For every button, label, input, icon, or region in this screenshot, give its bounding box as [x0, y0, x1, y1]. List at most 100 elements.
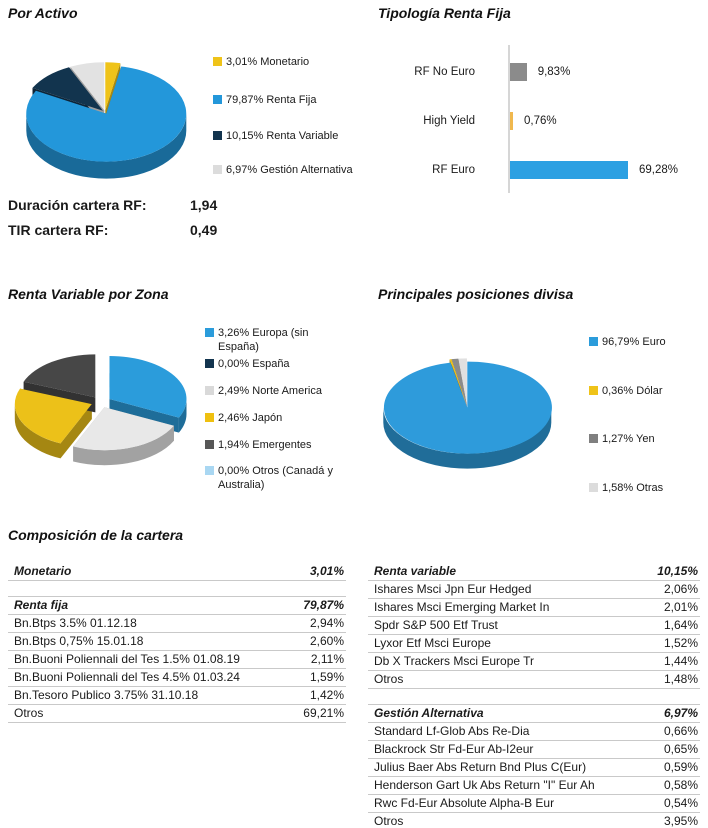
legend-color-marker [589, 337, 598, 346]
position-name: Otros [14, 706, 44, 720]
position-name: Spdr S&P 500 Etf Trust [374, 618, 498, 632]
table-row: Standard Lf-Glob Abs Re-Dia 0,66% [368, 723, 700, 741]
position-percent: 0,54% [663, 796, 698, 810]
legend-color-marker [205, 359, 214, 368]
position-percent: 3,01% [309, 564, 344, 578]
table-row: Bn.Buoni Poliennali del Tes 1.5% 01.08.1… [8, 651, 346, 669]
pie-slice [73, 407, 174, 451]
tipologia-title: Tipología Renta Fija [378, 5, 511, 21]
bar-chart-axis [508, 45, 510, 193]
table-row: Otros 3,95% [368, 813, 700, 828]
table-row: Ishares Msci Emerging Market In 2,01% [368, 599, 700, 617]
position-name: Otros [374, 672, 404, 686]
position-name: Monetario [14, 564, 72, 578]
legend-color-marker [205, 386, 214, 395]
bar-value-label: 9,83% [537, 66, 571, 78]
pie-slice [14, 388, 92, 444]
legend-color-marker [213, 131, 222, 140]
composition-table-right: Renta variable 10,15% Ishares Msci Jpn Eur… [368, 563, 700, 828]
pie-slice [105, 62, 121, 111]
position-name: Otros [374, 814, 404, 828]
legend-label: 0,36% Dólar [602, 385, 663, 397]
legend-item: 0,36% Dólar [589, 384, 708, 398]
table-row: Bn.Btps 0,75% 15.01.18 2,60% [8, 633, 346, 651]
pie-slice [73, 425, 174, 466]
legend-label: 3,26% Europa (sin España) [218, 327, 309, 353]
pie-slice [458, 358, 467, 405]
legend-color-marker [205, 328, 214, 337]
legend-item: 96,79% Euro [589, 335, 708, 349]
table-section-header-row: Renta fija 79,87% [8, 597, 346, 615]
divisa-title: Principales posiciones divisa [378, 286, 574, 302]
position-name: Standard Lf-Glob Abs Re-Dia [374, 724, 530, 738]
stat-duracion-cartera-rf: Duración cartera RF: 1,94 [8, 197, 328, 213]
position-name: Henderson Gart Uk Abs Return "I" Eur Ah [374, 778, 595, 792]
legend-item: 6,97% Gestión Alternativa [213, 163, 368, 177]
position-name: Bn.Btps 3.5% 01.12.18 [14, 616, 137, 630]
legend-item: 1,94% Emergentes [205, 438, 360, 452]
table-section-header-row: Gestión Alternativa 6,97% [368, 705, 700, 723]
table-section-spacer [368, 689, 700, 705]
stat-value: 1,94 [190, 197, 218, 213]
bar-value-label: 69,28% [639, 164, 679, 176]
bar [510, 161, 628, 179]
position-percent: 1,42% [309, 688, 344, 702]
position-percent: 69,21% [303, 706, 344, 720]
bar-category-label: High Yield [423, 115, 475, 127]
zona-title: Renta Variable por Zona [8, 286, 169, 302]
position-name: Rwc Fd-Eur Absolute Alpha-B Eur [374, 796, 555, 810]
legend-item: 2,46% Japón [205, 411, 360, 425]
legend-label: 2,49% Norte America [218, 385, 322, 397]
position-name: Renta variable [374, 564, 457, 578]
position-name: Ishares Msci Jpn Eur Hedged [374, 582, 532, 596]
stat-label: TIR cartera RF: [8, 222, 109, 238]
legend-color-marker [589, 386, 598, 395]
legend-item: 1,58% Otras [589, 481, 708, 495]
pie-slice [178, 399, 187, 433]
legend-item: 1,27% Yen [589, 432, 708, 446]
position-percent: 1,44% [663, 654, 698, 668]
position-name: Blackrock Str Fd-Eur Ab-I2eur [374, 742, 534, 756]
position-name: Renta fija [14, 598, 69, 612]
position-percent: 1,64% [663, 618, 698, 632]
bar [510, 112, 513, 130]
position-percent: 10,15% [657, 564, 698, 578]
table-row: Blackrock Str Fd-Eur Ab-I2eur 0,65% [368, 741, 700, 759]
position-percent: 1,52% [663, 636, 698, 650]
position-name: Gestión Alternativa [374, 706, 484, 720]
table-row: Db X Trackers Msci Europe Tr 1,44% [368, 653, 700, 671]
table-row: Rwc Fd-Eur Absolute Alpha-B Eur 0,54% [368, 795, 700, 813]
legend-item: 3,01% Monetario [213, 55, 368, 69]
pie-slice [14, 404, 61, 459]
table-section-header-row: Monetario 3,01% [8, 563, 346, 581]
legend-item: 79,87% Renta Fija [213, 93, 368, 107]
pie-slice [23, 354, 96, 398]
table-row: Lyxor Etf Msci Europe 1,52% [368, 635, 700, 653]
position-name: Lyxor Etf Msci Europe [374, 636, 491, 650]
legend-label: 6,97% Gestión Alternativa [226, 164, 353, 176]
table-section-spacer [8, 581, 346, 597]
table-row: Julius Baer Abs Return Bnd Plus C(Eur) 0,… [368, 759, 700, 777]
legend-color-marker [205, 413, 214, 422]
pie-slice [60, 404, 92, 459]
legend-label: 1,58% Otras [602, 482, 664, 494]
pie-slice [26, 66, 187, 162]
legend-item: 0,00% España [205, 357, 360, 371]
por-activo-pie-chart [26, 62, 187, 179]
position-percent: 1,59% [309, 670, 344, 684]
position-name: Bn.Buoni Poliennali del Tes 4.5% 01.03.2… [14, 670, 240, 684]
position-percent: 3,95% [663, 814, 698, 828]
composition-table-left: Monetario 3,01% Renta fija 79,87% Bn.Btps 3.… [8, 563, 346, 723]
stat-label: Duración cartera RF: [8, 197, 147, 213]
bar-value-label: 0,76% [524, 115, 557, 127]
legend-label: 3,01% Monetario [226, 56, 310, 68]
table-row: Bn.Btps 3.5% 01.12.18 2,94% [8, 615, 346, 633]
pie-slice [449, 359, 467, 405]
position-percent: 2,60% [309, 634, 344, 648]
position-name: Bn.Tesoro Publico 3.75% 31.10.18 [14, 688, 199, 702]
stat-value: 0,49 [190, 222, 218, 238]
legend-label: 10,15% Renta Variable [226, 130, 339, 142]
position-percent: 0,66% [663, 724, 698, 738]
stat-tir-cartera-rf: TIR cartera RF: 0,49 [8, 222, 328, 238]
